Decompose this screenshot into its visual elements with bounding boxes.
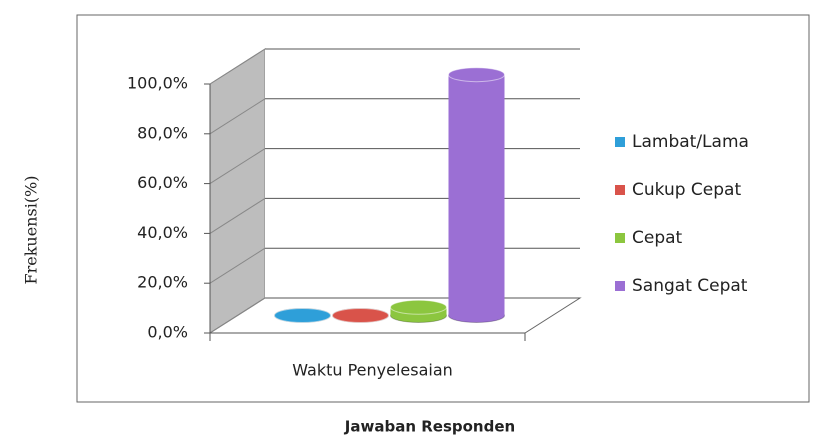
cylinder-top: [448, 67, 505, 83]
y-tick-label: 0,0%: [147, 323, 188, 342]
cylinder: [274, 308, 331, 323]
cylinder: [448, 67, 505, 323]
cylinder-body: [448, 74, 505, 316]
x-tick-label: Waktu Penyelesaian: [292, 361, 453, 380]
back-wall: [265, 49, 580, 298]
grid-line: [209, 197, 266, 234]
x-axis-label: Jawaban Responden: [344, 418, 515, 436]
legend-label: Lambat/Lama: [632, 132, 749, 152]
legend-swatch: [615, 233, 625, 243]
cylinder-top: [274, 308, 331, 323]
legend-swatch: [615, 185, 625, 195]
grid-line: [209, 247, 266, 284]
legend-swatch: [615, 281, 625, 291]
y-tick-label: 40,0%: [137, 223, 188, 242]
legend-label: Sangat Cepat: [632, 276, 748, 296]
y-axis-label: Frekuensi(%): [22, 175, 41, 284]
side-wall: [209, 48, 266, 334]
cylinder-top: [332, 308, 389, 323]
legend-swatch: [615, 137, 625, 147]
grid-line: [209, 98, 266, 135]
grid-line: [209, 297, 266, 334]
grid-line: [209, 148, 266, 185]
legend-label: Cepat: [632, 228, 683, 248]
y-tick-label: 20,0%: [137, 273, 188, 292]
grid-line: [209, 48, 266, 85]
y-tick-label: 80,0%: [137, 123, 188, 142]
cylinder-top: [390, 299, 447, 315]
cylinder: [390, 299, 447, 323]
y-tick-label: 100,0%: [127, 74, 188, 93]
legend-label: Cukup Cepat: [632, 180, 741, 200]
cylinder: [332, 308, 389, 323]
y-tick-label: 60,0%: [137, 173, 188, 192]
